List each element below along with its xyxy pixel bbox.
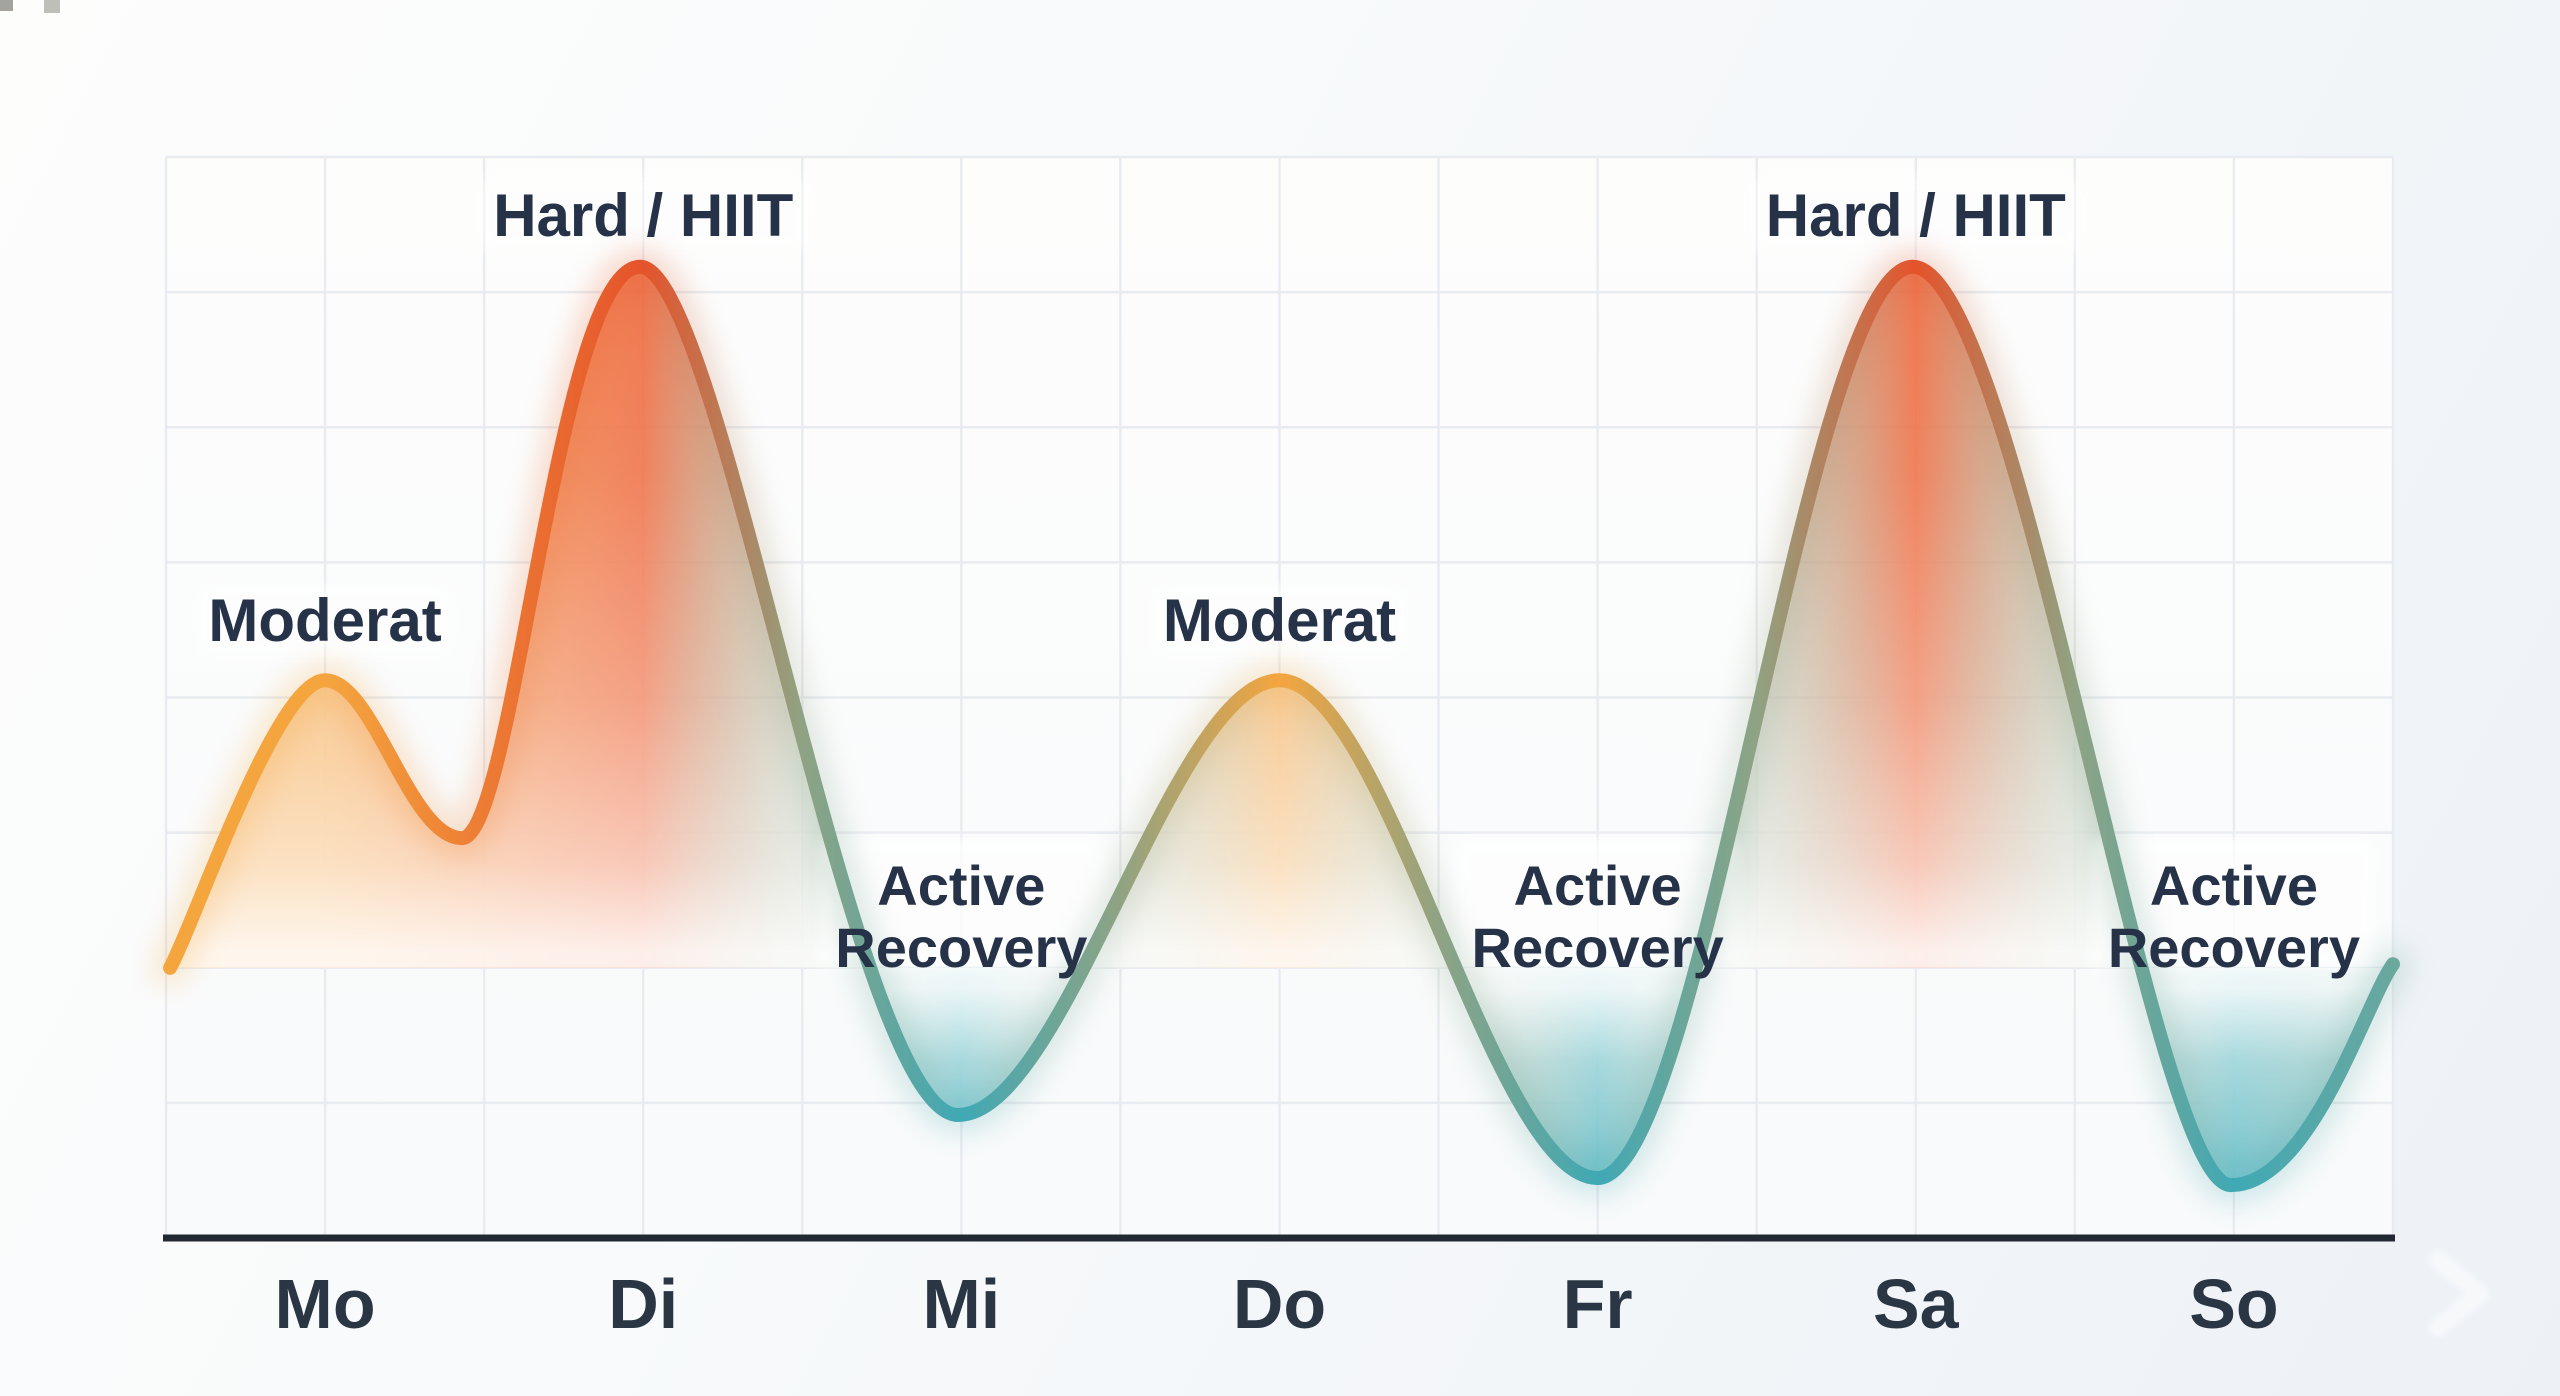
corner-artifact [44, 0, 60, 13]
day-label-sa: Sa [1873, 1265, 1960, 1343]
day-label-mi: Mi [922, 1265, 1000, 1343]
annotation-hard-label: Hard / HIIT [493, 182, 793, 249]
day-label-so: So [2189, 1265, 2278, 1343]
annotation-recovery-label: Active Recovery [1472, 854, 1724, 979]
annotation-label-plate [819, 838, 1104, 969]
annotation-hard-label: Hard / HIIT [1766, 182, 2066, 249]
annotation-label-plate [475, 176, 812, 252]
annotation-label-plate [1747, 176, 2084, 252]
chevron-right-icon [2429, 1251, 2489, 1337]
day-label-fr: Fr [1563, 1265, 1633, 1343]
annotation-label-plate [1149, 584, 1410, 658]
day-label-di: Di [608, 1265, 678, 1343]
annotation-recovery-label: Active Recovery [835, 854, 1087, 979]
annotation-label-plate [195, 584, 456, 658]
annotation-label-plate [1455, 838, 1740, 969]
corner-artifact [0, 0, 13, 11]
day-label-mo: Mo [275, 1265, 376, 1343]
annotation-label-plate [2091, 838, 2376, 969]
annotation-moderate-label: Moderat [208, 587, 441, 654]
annotation-recovery-label: Active Recovery [2108, 854, 2360, 979]
annotation-moderate-label: Moderat [1163, 587, 1396, 654]
intensity-curve [163, 259, 2400, 1193]
day-label-do: Do [1233, 1265, 1326, 1343]
